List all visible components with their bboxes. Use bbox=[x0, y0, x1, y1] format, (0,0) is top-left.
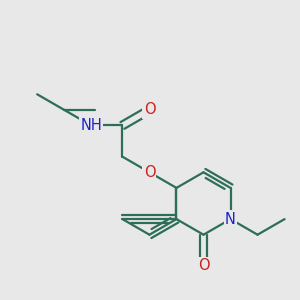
Text: NH: NH bbox=[80, 118, 102, 133]
Text: O: O bbox=[144, 165, 155, 180]
Text: N: N bbox=[225, 212, 236, 226]
Text: O: O bbox=[198, 258, 209, 273]
Text: O: O bbox=[144, 102, 155, 117]
